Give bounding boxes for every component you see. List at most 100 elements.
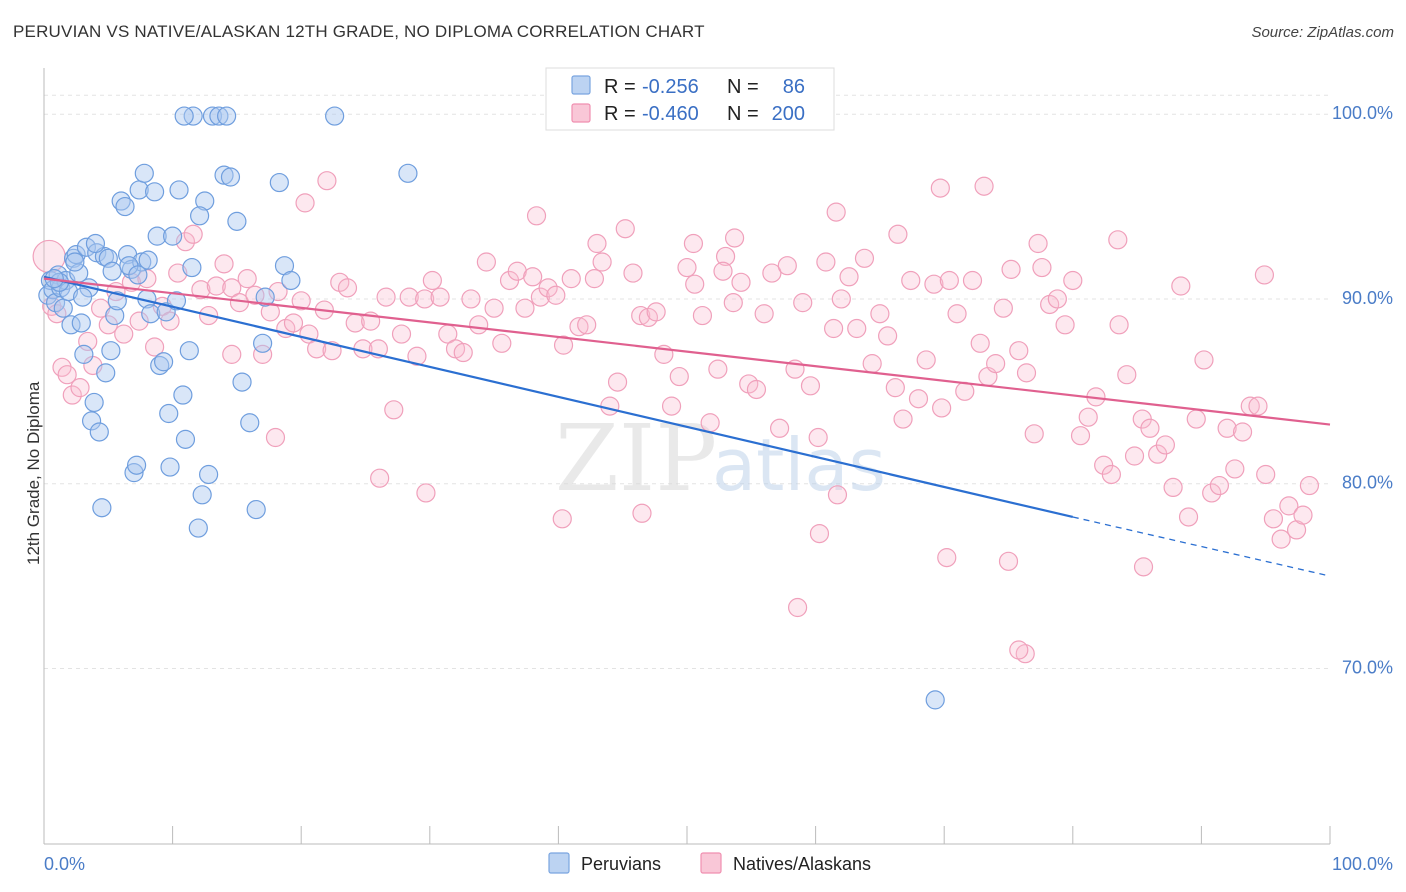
peruvians-point xyxy=(325,106,345,126)
natives-point xyxy=(631,305,651,326)
natives-point xyxy=(1225,459,1245,479)
peruvians-point xyxy=(92,498,112,518)
peruvians-point xyxy=(81,411,102,431)
natives-point xyxy=(1001,259,1021,279)
natives-point xyxy=(888,224,908,244)
natives-point xyxy=(453,342,473,363)
natives-point xyxy=(265,427,286,448)
natives-point xyxy=(430,287,450,307)
natives-point xyxy=(1232,422,1253,442)
bottom-legend-label-peruvians: Peruvians xyxy=(581,854,661,874)
natives-point xyxy=(1133,557,1154,577)
peruvians-point xyxy=(199,464,219,485)
natives-point xyxy=(824,318,844,339)
natives-point xyxy=(700,413,720,433)
natives-point xyxy=(870,304,890,324)
natives-point xyxy=(370,468,390,488)
peruvians-point xyxy=(84,392,104,413)
y-tick-label-0: 100.0% xyxy=(1332,103,1393,123)
peruvians-point xyxy=(175,429,196,449)
peruvians-point xyxy=(138,250,158,270)
natives-point xyxy=(669,366,689,387)
bottom-legend-swatch-peruvians xyxy=(548,852,570,874)
peruvians-point xyxy=(174,106,194,126)
natives-point xyxy=(962,270,983,291)
natives-point xyxy=(1063,270,1083,291)
natives-point xyxy=(930,178,950,198)
natives-point xyxy=(144,337,165,357)
natives-point xyxy=(762,263,782,283)
bottom-legend: Peruvians Natives/Alaskans xyxy=(548,852,871,874)
chart-title: PERUVIAN VS NATIVE/ALASKAN 12TH GRADE, N… xyxy=(13,22,705,41)
x-tick-labels: 0.0% 100.0% xyxy=(44,854,1393,874)
peruvians-point xyxy=(66,245,86,265)
natives-point xyxy=(222,344,242,364)
natives-point xyxy=(526,206,547,226)
natives-point xyxy=(986,354,1006,374)
natives-point xyxy=(206,276,226,296)
natives-point xyxy=(715,246,736,267)
natives-point xyxy=(492,333,512,353)
natives-point xyxy=(677,257,697,278)
y-tick-label-2: 80.0% xyxy=(1342,473,1393,493)
natives-point xyxy=(970,333,990,353)
peruvians-point xyxy=(141,304,161,324)
bottom-legend-label-natives: Natives/Alaskans xyxy=(733,854,871,874)
natives-point xyxy=(854,248,875,268)
x-tick-label-1: 100.0% xyxy=(1332,854,1393,874)
peruvians-point xyxy=(102,261,122,281)
natives-point xyxy=(391,324,412,344)
natives-point xyxy=(692,305,713,326)
natives-point xyxy=(1124,446,1145,466)
natives-point xyxy=(831,289,851,309)
peruvians-point xyxy=(134,163,154,183)
natives-point xyxy=(399,287,419,307)
natives-point xyxy=(1271,529,1291,549)
natives-point xyxy=(723,293,743,313)
natives-point xyxy=(291,291,311,311)
natives-point xyxy=(114,324,134,344)
natives-point xyxy=(724,228,745,248)
natives-point xyxy=(713,261,733,281)
trend-lines xyxy=(43,275,1331,577)
peruvians-point xyxy=(115,196,135,217)
natives-point xyxy=(260,302,280,322)
natives-point xyxy=(878,326,898,346)
natives-point xyxy=(1171,276,1191,296)
stats-legend: R = -0.256 N = 86 R = -0.460 N = 200 xyxy=(545,67,835,131)
peruvians-point xyxy=(53,298,73,318)
natives-point xyxy=(1055,315,1075,335)
natives-point xyxy=(974,176,994,196)
peruvians-point xyxy=(107,291,127,311)
peruvians-point xyxy=(179,341,199,361)
watermark: ZIP xyxy=(555,405,717,512)
peruvians-point xyxy=(220,167,241,187)
natives-point xyxy=(993,298,1013,318)
natives-point xyxy=(416,483,436,503)
natives-point xyxy=(685,274,705,294)
natives-point xyxy=(1202,483,1222,503)
peruvians-point xyxy=(124,463,144,483)
natives-point xyxy=(1109,315,1129,335)
natives-point xyxy=(1248,396,1268,416)
peruvians-point xyxy=(72,287,93,307)
chart-source: Source: ZipAtlas.com xyxy=(1251,24,1394,41)
natives-point xyxy=(1256,464,1276,485)
natives-point xyxy=(808,427,828,448)
natives-point xyxy=(661,396,682,416)
natives-point xyxy=(1108,230,1128,250)
natives-point xyxy=(800,376,821,396)
peruvians-point xyxy=(398,163,418,183)
natives-point xyxy=(1254,265,1275,285)
natives-point xyxy=(827,485,848,505)
natives-point xyxy=(847,318,867,339)
peruvians-point xyxy=(202,106,223,126)
peruvians-trendline xyxy=(43,275,1074,519)
natives-point xyxy=(955,381,975,401)
y-tick-label-1: 90.0% xyxy=(1342,288,1393,308)
natives-point xyxy=(283,313,304,333)
natives-point xyxy=(1178,507,1199,527)
natives-point xyxy=(1299,475,1320,496)
y-tick-label-3: 70.0% xyxy=(1342,657,1393,677)
